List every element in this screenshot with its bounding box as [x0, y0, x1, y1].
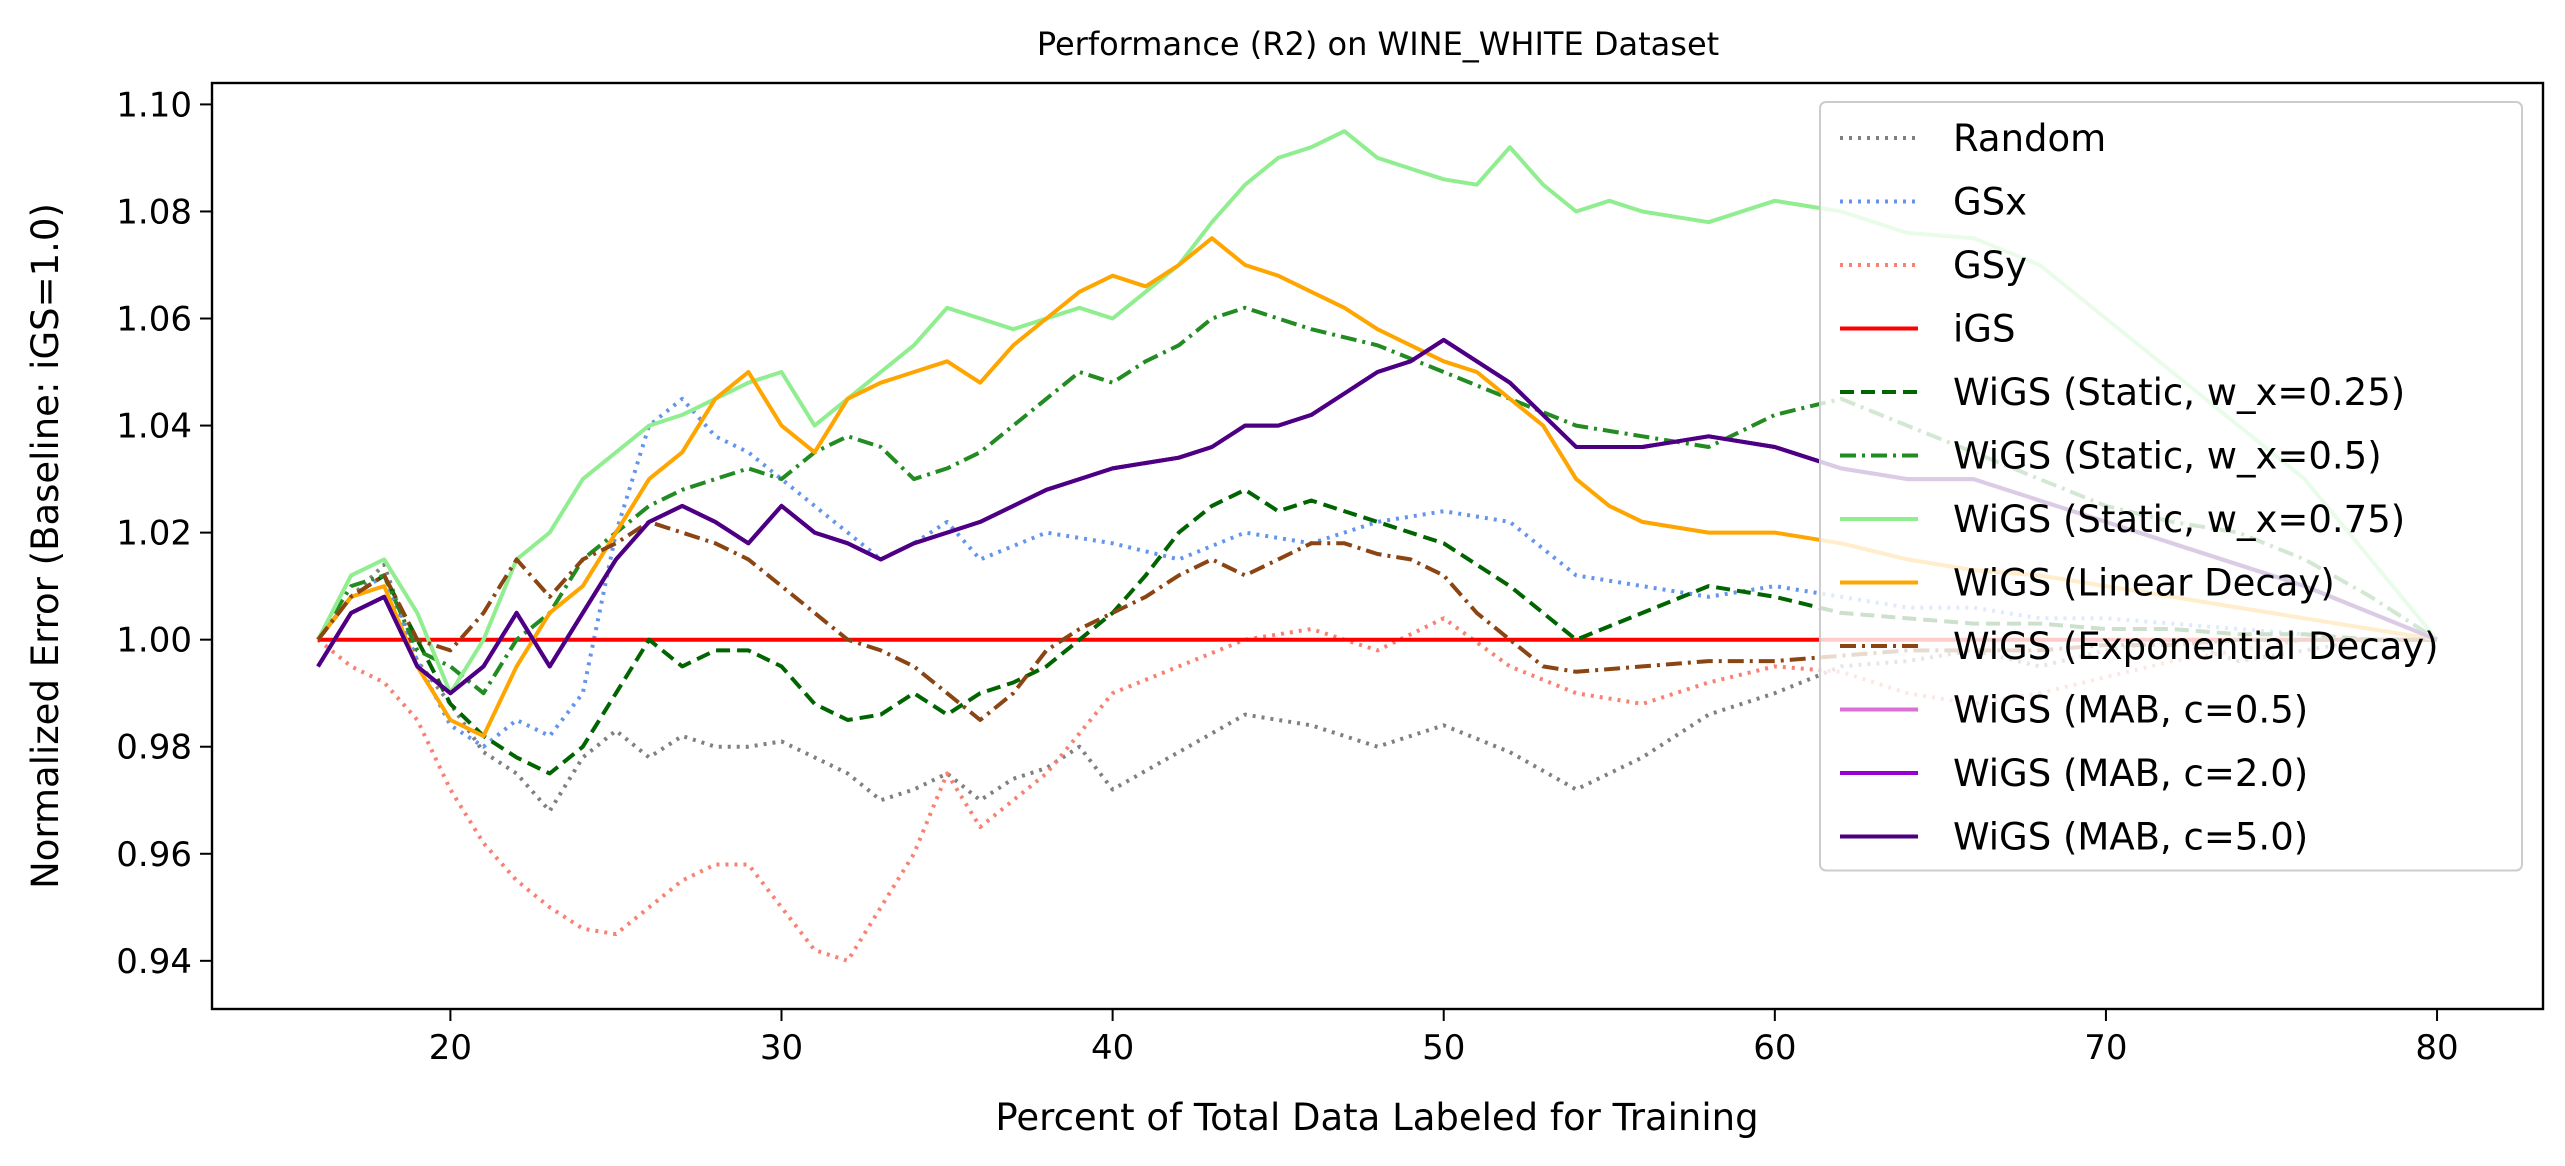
x-tick-label: 70	[2084, 1028, 2127, 1068]
legend-box	[1819, 101, 2523, 872]
x-tick-label: 60	[1753, 1028, 1796, 1068]
legend-label: WiGS (MAB, c=5.0)	[1953, 816, 2308, 859]
y-tick-label: 1.08	[116, 192, 192, 232]
y-tick-label: 1.04	[116, 407, 192, 447]
y-tick-label: 0.94	[116, 942, 192, 982]
plot-frame	[210, 81, 2545, 1011]
y-tick-label: 0.96	[116, 835, 192, 875]
x-tick-label: 50	[1422, 1028, 1465, 1068]
x-tick-label: 20	[429, 1028, 472, 1068]
y-tick-label: 0.98	[116, 728, 192, 768]
legend-label: WiGS (MAB, c=2.0)	[1953, 752, 2308, 795]
y-axis-label: Normalized Error (Baseline: iGS=1.0)	[24, 203, 67, 889]
x-axis-label: Percent of Total Data Labeled for Traini…	[995, 1096, 1758, 1139]
legend-label: Random	[1953, 117, 2106, 160]
legend-label: WiGS (MAB, c=0.5)	[1953, 689, 2308, 732]
series-line-2	[316, 616, 2437, 963]
x-tick-label: 80	[2415, 1028, 2458, 1068]
chart-title: Performance (R2) on WINE_WHITE Dataset	[1037, 25, 1719, 63]
x-axis: 20 30 40 50 60 70 80	[429, 1009, 2459, 1068]
y-tick-label: 1.02	[116, 514, 192, 554]
legend-label: WiGS (Linear Decay)	[1953, 562, 2335, 605]
x-tick-label: 30	[760, 1028, 803, 1068]
series-line-4	[316, 487, 2437, 776]
series-line-0	[316, 562, 2437, 813]
legend-label: WiGS (Static, w_x=0.5)	[1953, 435, 2382, 478]
x-tick-label: 40	[1091, 1028, 1134, 1068]
legend-label: GSx	[1953, 181, 2027, 224]
legend-label: WiGS (Exponential Decay)	[1953, 625, 2439, 668]
legend: Random GSx GSy iGS WiGS (Static, w_x=0.25) Wi…	[1819, 101, 2523, 872]
y-tick-label: 1.10	[116, 85, 192, 125]
legend-label: WiGS (Static, w_x=0.75)	[1953, 498, 2405, 541]
y-tick-label: 1.00	[116, 621, 192, 661]
y-tick-label: 1.06	[116, 300, 192, 340]
legend-label: iGS	[1953, 308, 2015, 351]
legend-label: WiGS (Static, w_x=0.25)	[1953, 371, 2405, 414]
y-axis: 0.94 0.96 0.98 1.00 1.02 1.04 1.06 1.08 1.10	[116, 85, 212, 982]
legend-label: GSy	[1953, 244, 2027, 287]
